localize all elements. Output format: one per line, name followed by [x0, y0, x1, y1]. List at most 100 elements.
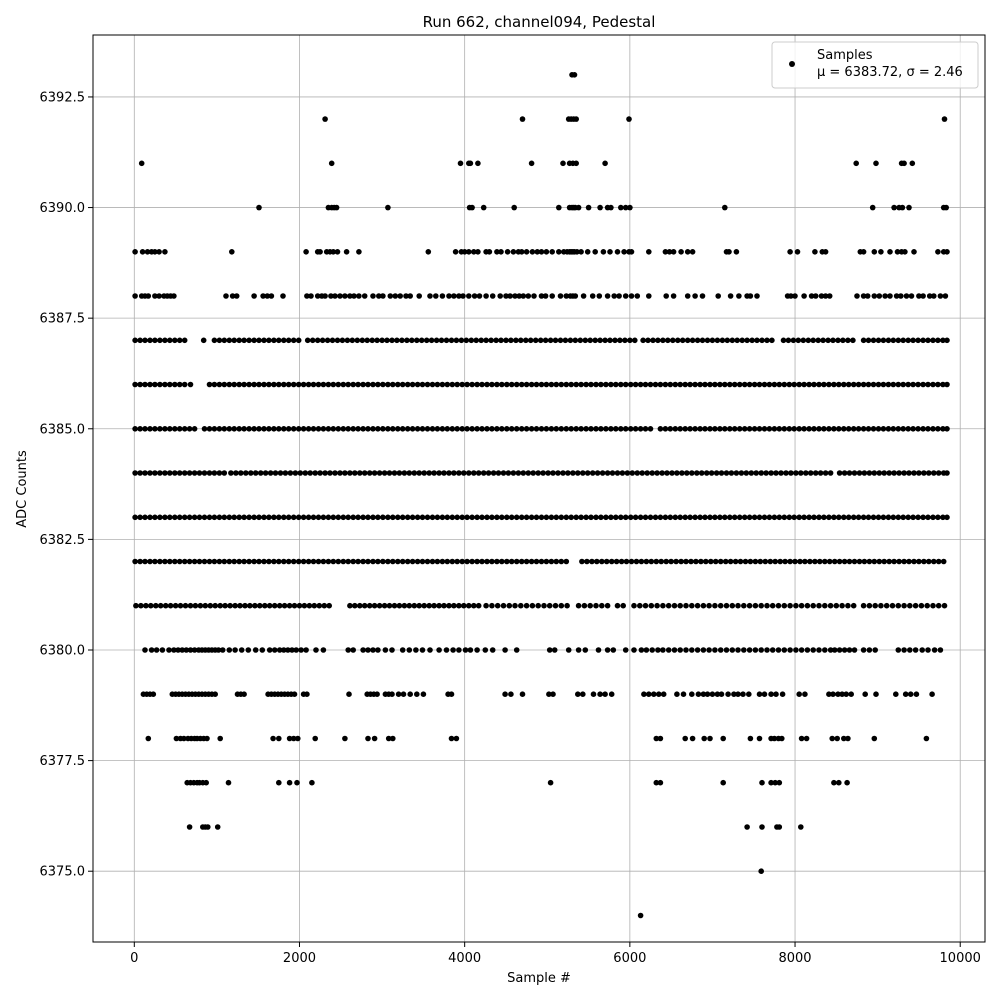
data-point — [142, 426, 148, 432]
data-point — [578, 249, 584, 255]
data-point — [929, 691, 935, 697]
data-point — [563, 381, 570, 388]
data-point — [800, 337, 807, 344]
data-point — [717, 647, 724, 653]
data-point — [723, 602, 730, 609]
data-point — [335, 558, 342, 565]
data-point — [729, 602, 736, 609]
data-point — [499, 426, 505, 432]
data-point — [741, 426, 748, 432]
data-point — [825, 337, 831, 344]
data-point — [508, 426, 515, 432]
data-point — [845, 514, 852, 521]
data-point — [132, 426, 138, 432]
data-point — [689, 647, 695, 653]
data-point — [622, 426, 629, 432]
data-point — [330, 381, 337, 388]
data-point — [620, 602, 626, 609]
data-point — [436, 647, 442, 653]
data-point — [901, 602, 907, 609]
data-point — [880, 426, 887, 432]
data-point — [271, 602, 278, 609]
data-point — [735, 691, 741, 697]
data-point — [409, 426, 416, 432]
data-point — [866, 558, 873, 565]
data-point — [433, 293, 439, 299]
data-point — [176, 470, 183, 476]
data-point — [853, 160, 859, 167]
data-point — [604, 293, 611, 299]
data-point — [307, 470, 314, 476]
data-point — [633, 558, 640, 565]
data-point — [376, 293, 382, 299]
data-point — [744, 337, 750, 344]
data-point — [752, 647, 759, 653]
data-point — [720, 735, 726, 742]
data-point — [944, 337, 950, 344]
data-point — [746, 691, 752, 697]
data-point — [744, 824, 750, 830]
data-point — [926, 558, 932, 565]
data-point — [603, 514, 609, 521]
data-point — [303, 647, 309, 653]
data-point — [709, 337, 716, 344]
data-point — [203, 779, 209, 786]
data-point — [506, 602, 513, 609]
data-point — [464, 514, 470, 521]
data-point — [330, 514, 337, 521]
legend-marker — [789, 61, 795, 67]
data-point — [137, 470, 143, 476]
data-point — [672, 514, 679, 521]
data-point — [657, 381, 664, 388]
data-point — [872, 602, 878, 609]
data-point — [508, 558, 515, 565]
data-point — [756, 691, 763, 697]
data-point — [865, 514, 872, 521]
data-point — [157, 602, 164, 609]
data-point — [159, 647, 166, 653]
data-point — [786, 514, 793, 521]
data-point — [446, 470, 452, 476]
data-point — [578, 381, 584, 388]
data-point — [890, 381, 897, 388]
data-point — [460, 293, 466, 299]
data-point — [915, 426, 921, 432]
data-point — [416, 293, 423, 299]
data-point — [677, 514, 683, 521]
data-point — [391, 602, 398, 609]
data-point — [516, 293, 522, 299]
data-point — [482, 647, 489, 653]
data-point — [504, 426, 510, 432]
data-point — [426, 470, 433, 476]
data-point — [727, 293, 734, 299]
data-point — [761, 514, 768, 521]
data-point — [380, 558, 386, 565]
data-point — [697, 381, 703, 388]
data-point — [643, 558, 650, 565]
data-point — [270, 735, 276, 742]
data-point — [627, 381, 634, 388]
data-point — [907, 647, 913, 653]
data-point — [471, 602, 477, 609]
data-point — [271, 647, 278, 653]
data-point — [772, 558, 778, 565]
data-point — [325, 558, 332, 565]
data-point — [345, 514, 352, 521]
data-point — [394, 337, 400, 344]
data-point — [443, 337, 450, 344]
data-point — [462, 647, 469, 653]
data-point — [592, 249, 598, 255]
data-point — [850, 602, 857, 609]
data-point — [807, 558, 813, 565]
data-point — [638, 647, 645, 653]
data-point — [476, 293, 483, 299]
y-axis-ticks: 6375.06377.56380.06382.56385.06387.56390… — [40, 90, 93, 880]
data-point — [901, 647, 907, 653]
data-point — [583, 514, 589, 521]
data-point — [206, 426, 213, 432]
data-point — [303, 249, 309, 255]
data-point — [479, 381, 485, 388]
data-point — [162, 558, 168, 565]
data-point — [375, 558, 381, 565]
data-point — [826, 558, 833, 565]
